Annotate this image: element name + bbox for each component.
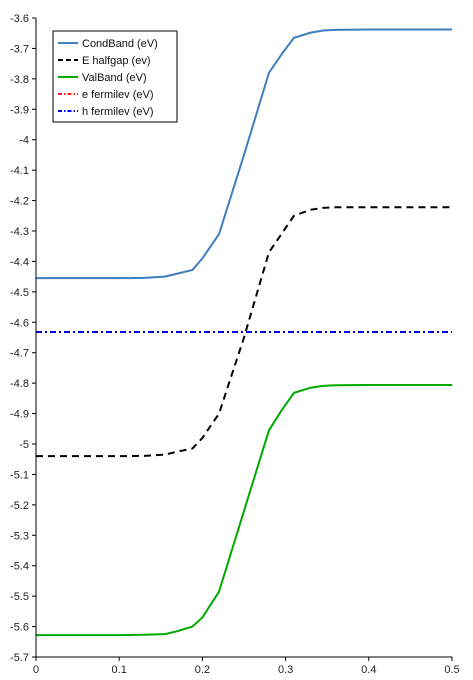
y-tick-label: -5.1 — [10, 469, 29, 481]
y-tick-label: -4.2 — [10, 196, 29, 208]
legend-label-3: e fermilev (eV) — [82, 89, 154, 101]
legend-label-0: CondBand (eV) — [82, 38, 158, 50]
y-tick-label: -5 — [19, 439, 29, 451]
x-tick-label: 0.3 — [278, 664, 293, 676]
x-tick-label: 0.1 — [112, 664, 127, 676]
legend: CondBand (eV) E halfgap (ev) ValBand (eV) e… — [52, 30, 178, 123]
x-tick-label: 0.4 — [361, 664, 376, 676]
plot-lines — [36, 28, 452, 637]
y-tick-label: -3.8 — [10, 74, 29, 86]
y-tick-label: -3.6 — [10, 13, 29, 25]
y-tick-label: -4.4 — [10, 256, 29, 268]
x-tick-label: 0.5 — [444, 664, 459, 676]
series-line-2 — [36, 383, 452, 637]
y-tick-label: -3.7 — [10, 43, 29, 55]
y-tick-label: -4 — [19, 135, 29, 147]
y-tick-label: -5.6 — [10, 622, 29, 634]
y-tick-label: -4.5 — [10, 287, 29, 299]
y-tick-label: -5.5 — [10, 591, 29, 603]
y-tick-label: -5.2 — [10, 500, 29, 512]
y-tick-label: -3.9 — [10, 104, 29, 116]
y-tick-label: -4.1 — [10, 165, 29, 177]
legend-label-2: ValBand (eV) — [82, 72, 147, 84]
axes: -3.6 -3.7 -3.8 -3.9 -4 -4.1 -4.2 -4.3 -4.4 -4.5 -4… — [10, 13, 460, 676]
legend-label-4: h fermilev (eV) — [82, 106, 154, 118]
legend-label-1: E halfgap (ev) — [82, 55, 150, 67]
x-tick-label: 0.2 — [195, 664, 210, 676]
series-line-1 — [36, 206, 452, 458]
y-tick-label: -4.7 — [10, 348, 29, 360]
y-tick-label: -5.3 — [10, 530, 29, 542]
y-tick-label: -4.8 — [10, 378, 29, 390]
x-tick-label: 0 — [33, 664, 39, 676]
y-tick-label: -4.3 — [10, 226, 29, 238]
y-tick-label: -4.6 — [10, 317, 29, 329]
y-tick-label: -5.7 — [10, 652, 29, 664]
series-line-0 — [36, 28, 452, 280]
y-tick-label: -5.4 — [10, 561, 29, 573]
y-tick-label: -4.9 — [10, 409, 29, 421]
